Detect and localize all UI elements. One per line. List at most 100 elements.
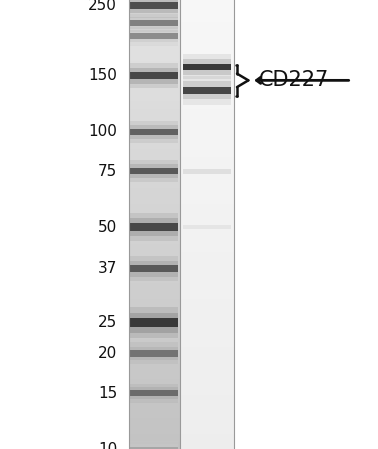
- Bar: [129, 69, 180, 77]
- Bar: [180, 212, 234, 220]
- Bar: [180, 188, 234, 196]
- Bar: [180, 244, 234, 252]
- Bar: [129, 45, 180, 53]
- Bar: [130, 0, 178, 18]
- Bar: [130, 125, 178, 139]
- Bar: [180, 101, 234, 109]
- Bar: [180, 418, 234, 426]
- Bar: [129, 244, 180, 252]
- Bar: [129, 109, 180, 117]
- Bar: [129, 117, 180, 125]
- Bar: [180, 299, 234, 307]
- Bar: [129, 101, 180, 109]
- Bar: [180, 339, 234, 347]
- Bar: [180, 252, 234, 260]
- Bar: [180, 228, 234, 236]
- Bar: [129, 363, 180, 371]
- Bar: [129, 379, 180, 387]
- Bar: [183, 169, 231, 174]
- Bar: [129, 188, 180, 196]
- Bar: [180, 331, 234, 339]
- Bar: [180, 387, 234, 395]
- Bar: [180, 307, 234, 315]
- Bar: [129, 236, 180, 244]
- Bar: [130, 307, 178, 339]
- Bar: [180, 315, 234, 323]
- Bar: [130, 313, 178, 333]
- Bar: [180, 38, 234, 45]
- Bar: [130, 72, 178, 79]
- Bar: [180, 363, 234, 371]
- Bar: [130, 160, 178, 182]
- Bar: [130, 63, 178, 88]
- Bar: [129, 133, 180, 141]
- Bar: [130, 34, 178, 39]
- Bar: [130, 447, 178, 449]
- Bar: [130, 444, 178, 449]
- Text: 25: 25: [98, 315, 117, 330]
- Bar: [130, 347, 178, 361]
- Bar: [180, 180, 234, 188]
- Bar: [180, 236, 234, 244]
- Bar: [129, 252, 180, 260]
- Bar: [129, 141, 180, 149]
- Bar: [129, 371, 180, 379]
- Bar: [130, 350, 178, 357]
- Bar: [129, 30, 180, 38]
- Text: 10: 10: [98, 441, 117, 449]
- Bar: [129, 331, 180, 339]
- Bar: [130, 343, 178, 365]
- Bar: [180, 69, 234, 77]
- Bar: [129, 283, 180, 291]
- Bar: [129, 299, 180, 307]
- Bar: [180, 6, 234, 14]
- Bar: [180, 434, 234, 442]
- Bar: [130, 261, 178, 277]
- Bar: [129, 395, 180, 402]
- Bar: [129, 93, 180, 101]
- Bar: [129, 38, 180, 45]
- Bar: [180, 30, 234, 38]
- Bar: [129, 172, 180, 180]
- Text: 75: 75: [98, 164, 117, 179]
- Bar: [129, 62, 180, 69]
- Bar: [130, 265, 178, 272]
- Bar: [180, 45, 234, 53]
- Bar: [129, 212, 180, 220]
- Bar: [180, 62, 234, 69]
- Bar: [180, 14, 234, 22]
- Bar: [129, 220, 180, 228]
- Bar: [180, 220, 234, 228]
- Bar: [129, 418, 180, 426]
- Bar: [129, 355, 180, 363]
- Bar: [183, 76, 231, 105]
- Bar: [180, 355, 234, 363]
- Bar: [183, 64, 231, 70]
- Text: 250: 250: [88, 0, 117, 13]
- Bar: [130, 13, 178, 32]
- Bar: [183, 59, 231, 75]
- Bar: [129, 77, 180, 85]
- Bar: [129, 307, 180, 315]
- Bar: [130, 256, 178, 281]
- Bar: [180, 133, 234, 141]
- Bar: [180, 323, 234, 331]
- Text: 50: 50: [98, 220, 117, 235]
- Bar: [129, 442, 180, 449]
- Bar: [130, 384, 178, 403]
- Bar: [180, 410, 234, 418]
- Bar: [129, 6, 180, 14]
- Bar: [130, 0, 178, 13]
- Text: 20: 20: [98, 346, 117, 361]
- Bar: [180, 268, 234, 276]
- Bar: [180, 164, 234, 172]
- Bar: [129, 276, 180, 283]
- Bar: [130, 441, 178, 449]
- Bar: [183, 81, 231, 99]
- Bar: [130, 223, 178, 231]
- Bar: [129, 0, 180, 6]
- Bar: [180, 141, 234, 149]
- Bar: [130, 213, 178, 242]
- Bar: [180, 22, 234, 30]
- Bar: [130, 20, 178, 26]
